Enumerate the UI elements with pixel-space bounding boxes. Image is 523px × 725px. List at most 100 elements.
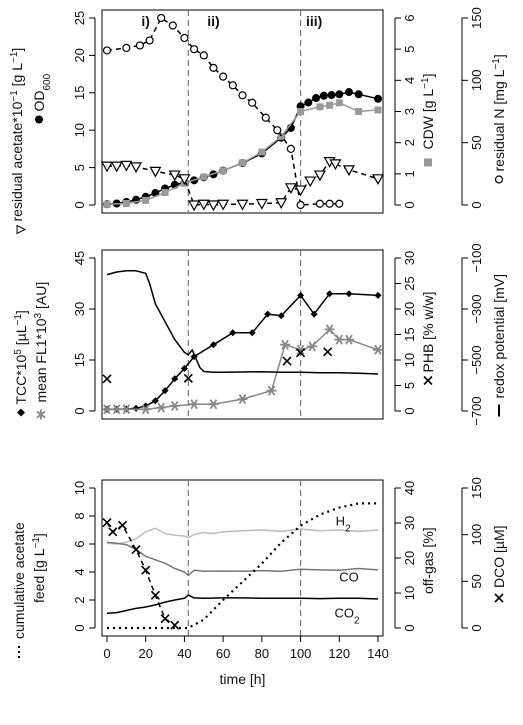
data-point [297, 291, 305, 299]
label-fragment: residual N [mg L [491, 69, 507, 171]
data-point [286, 144, 295, 153]
data-point [329, 159, 342, 171]
right-axis-label: DCO [µM] [491, 525, 507, 588]
data-point [374, 291, 382, 299]
tick-label: 20 [72, 48, 87, 62]
right-axis-title: redox potential [mV] [491, 274, 507, 417]
data-point [111, 404, 122, 415]
series-residual_acetate [100, 157, 385, 212]
tick-label: 15 [72, 86, 87, 100]
label-fragment: −1 [31, 537, 42, 549]
left-axis-title-2: feed [g L−1] [31, 533, 48, 603]
tick-label: 0 [469, 624, 484, 631]
tick-label: 6 [402, 14, 417, 21]
series-line [106, 522, 176, 626]
series-dco [102, 517, 180, 630]
data-point [273, 126, 282, 135]
mid-axis-title: off-gas [%] [420, 527, 436, 594]
data-point [103, 200, 111, 208]
data-point [237, 394, 248, 405]
label-fragment: ] [420, 74, 436, 78]
panel-top: 0 5 10 15 20 25 0 1 2 3 4 5 6 0 50 100 150 residual aceta… [9, 7, 507, 235]
label-fragment: DCO [µM] [491, 525, 507, 588]
tick-label: 40 [402, 481, 417, 495]
x-tick-label: 120 [328, 646, 350, 661]
label-fragment: residual acetate*10 [9, 101, 25, 221]
data-point [130, 162, 143, 174]
data-point [117, 520, 128, 530]
data-point [248, 329, 256, 337]
label-fragment: CO [339, 569, 359, 584]
x-tick-label: 20 [138, 646, 152, 661]
label-fragment: −1 [9, 90, 20, 102]
data-point [325, 199, 334, 208]
data-point [209, 63, 218, 72]
tick-label: 150 [469, 7, 484, 29]
data-point [229, 329, 237, 337]
data-point [150, 590, 160, 600]
tick-label: 20 [402, 302, 417, 316]
series-label: H2 [336, 513, 351, 534]
x-tick-label: 0 [103, 646, 110, 661]
tick-label: 0 [402, 201, 417, 208]
tick-label: 2 [402, 139, 417, 146]
tick-label: 10 [72, 481, 87, 495]
data-point [145, 36, 154, 45]
tick-label: 0 [72, 624, 87, 631]
data-point [284, 183, 297, 195]
tick-label: 5 [402, 46, 417, 53]
series-line [107, 502, 378, 630]
x-tick-label: 40 [177, 646, 191, 661]
series-tcc [103, 290, 382, 413]
label-fragment: 5 [13, 349, 24, 355]
data-point [261, 113, 270, 122]
label-fragment: 3 [33, 312, 44, 318]
x-tick-label: 100 [290, 646, 312, 661]
label-fragment: cumulative acetate [11, 522, 27, 639]
label-fragment: ] [13, 310, 29, 314]
tick-label: 100 [469, 69, 484, 91]
label-fragment: [g L [9, 63, 25, 90]
label-fragment: feed [g L [31, 548, 47, 603]
tick-label: 50 [469, 135, 484, 149]
data-point [343, 334, 354, 345]
mid-axis-title: PHB [% w/w] [420, 292, 436, 386]
series-line [106, 541, 379, 577]
data-point [208, 399, 219, 410]
series-co [106, 541, 379, 577]
label-fragment: −1 [420, 77, 431, 89]
phase-label: iii) [306, 13, 322, 29]
data-point [228, 81, 237, 90]
tick-label: 25 [402, 276, 417, 290]
label-fragment: ] [491, 54, 507, 58]
data-point [149, 166, 162, 178]
data-point [209, 341, 217, 349]
tick-label: −700 [469, 396, 484, 425]
data-point [180, 33, 189, 43]
data-point [297, 108, 305, 115]
phase-label: ii) [207, 13, 219, 29]
data-point [277, 312, 285, 320]
tick-label: 4 [402, 77, 417, 84]
data-point [344, 88, 353, 97]
plot-frame [101, 9, 384, 214]
label-fragment: CO [334, 605, 354, 620]
label-fragment: mean FL1*10 [33, 318, 49, 402]
series-line [106, 527, 379, 545]
data-point [275, 198, 288, 209]
data-point [121, 404, 132, 415]
data-point [102, 374, 112, 384]
data-point [151, 397, 159, 405]
tick-label: 30 [402, 516, 417, 530]
label-fragment: −1 [13, 314, 24, 326]
data-point [197, 199, 210, 211]
tick-label: 0 [72, 201, 87, 208]
data-point [345, 290, 353, 298]
series-mean_fl1 [102, 324, 383, 415]
data-point [316, 103, 324, 111]
right-axis-title: DCO [µM] [491, 525, 507, 603]
data-point [140, 404, 151, 415]
tick-label: 1 [402, 170, 417, 177]
left-axis: 0 15 30 45 [72, 251, 96, 415]
